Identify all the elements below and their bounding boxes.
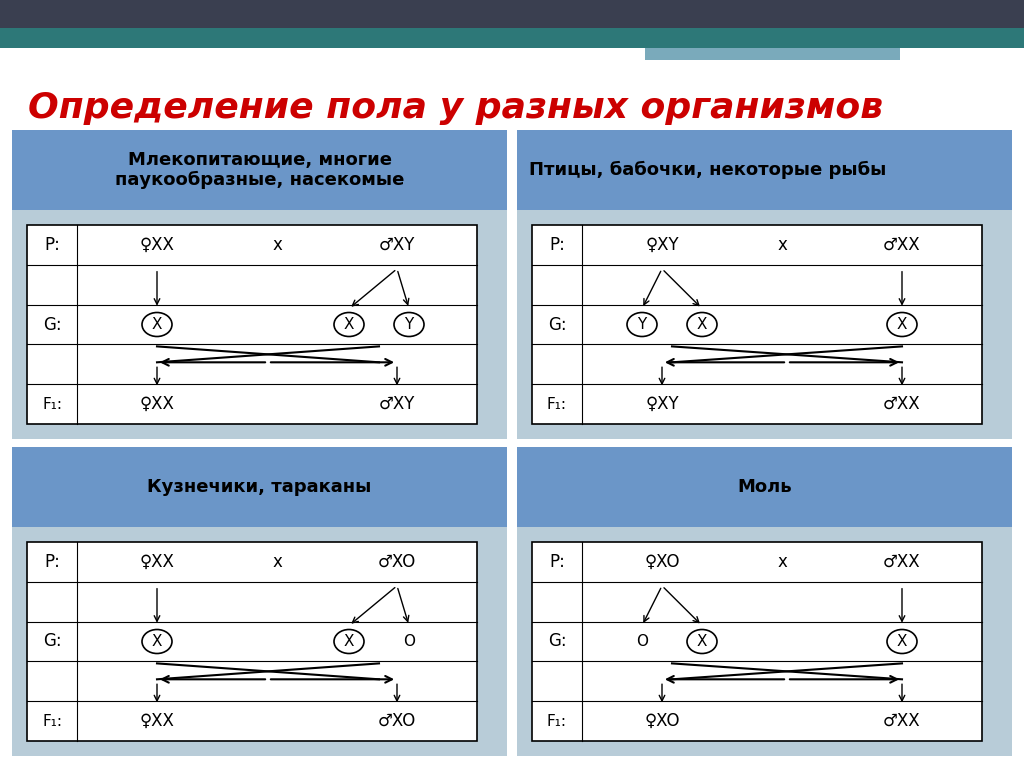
Text: ♂XX: ♂XX <box>883 712 921 730</box>
Text: F₁:: F₁: <box>42 713 62 729</box>
Text: x: x <box>777 553 786 571</box>
Text: G:: G: <box>548 633 566 650</box>
Bar <box>517 447 1012 527</box>
Bar <box>0 28 645 48</box>
Text: ♂XO: ♂XO <box>378 712 416 730</box>
Text: G:: G: <box>43 633 61 650</box>
Text: ♀XX: ♀XX <box>139 712 174 730</box>
Text: ♀XX: ♀XX <box>139 395 174 413</box>
Bar <box>12 210 507 439</box>
Text: ♂XX: ♂XX <box>883 553 921 571</box>
Text: Y: Y <box>637 317 646 332</box>
Text: ♂XX: ♂XX <box>883 395 921 413</box>
Bar <box>12 527 507 756</box>
Text: Птицы, бабочки, некоторые рыбы: Птицы, бабочки, некоторые рыбы <box>529 161 887 179</box>
Text: ♂XX: ♂XX <box>883 236 921 254</box>
Text: X: X <box>152 634 162 649</box>
Ellipse shape <box>394 312 424 337</box>
Text: ♀XX: ♀XX <box>139 236 174 254</box>
Text: F₁:: F₁: <box>547 713 567 729</box>
Text: ♀XY: ♀XY <box>645 395 679 413</box>
Text: P:: P: <box>44 553 60 571</box>
Text: G:: G: <box>43 315 61 334</box>
Text: ♂XY: ♂XY <box>379 395 415 413</box>
Ellipse shape <box>142 312 172 337</box>
Text: G:: G: <box>548 315 566 334</box>
Text: P:: P: <box>44 236 60 254</box>
Ellipse shape <box>334 312 364 337</box>
Text: P:: P: <box>549 553 565 571</box>
Bar <box>0 0 1024 28</box>
Text: F₁:: F₁: <box>42 397 62 412</box>
Text: X: X <box>344 317 354 332</box>
Ellipse shape <box>687 630 717 653</box>
Bar <box>517 210 1012 439</box>
Text: Млекопитающие, многие
паукообразные, насекомые: Млекопитающие, многие паукообразные, нас… <box>115 150 404 189</box>
Bar <box>12 130 507 210</box>
Bar <box>532 542 982 741</box>
Bar <box>645 48 900 60</box>
Text: Определение пола у разных организмов: Определение пола у разных организмов <box>28 91 883 125</box>
Bar <box>27 225 477 424</box>
Text: ♂XO: ♂XO <box>378 553 416 571</box>
Text: P:: P: <box>549 236 565 254</box>
Ellipse shape <box>627 312 657 337</box>
Bar <box>517 130 1012 210</box>
Text: Y: Y <box>404 317 414 332</box>
Text: ♀XO: ♀XO <box>644 553 680 571</box>
Ellipse shape <box>887 312 918 337</box>
Text: Кузнечики, тараканы: Кузнечики, тараканы <box>147 478 372 496</box>
Text: X: X <box>897 634 907 649</box>
Text: x: x <box>272 553 282 571</box>
Text: F₁:: F₁: <box>547 397 567 412</box>
Text: X: X <box>152 317 162 332</box>
Text: X: X <box>696 634 708 649</box>
Bar <box>532 225 982 424</box>
Ellipse shape <box>142 630 172 653</box>
Text: O: O <box>636 634 648 649</box>
Text: x: x <box>272 236 282 254</box>
Text: Моль: Моль <box>737 478 792 496</box>
Text: ♂XY: ♂XY <box>379 236 415 254</box>
Text: ♀XY: ♀XY <box>645 236 679 254</box>
Bar <box>645 28 1024 48</box>
Text: ♀XO: ♀XO <box>644 712 680 730</box>
Ellipse shape <box>334 630 364 653</box>
Text: X: X <box>897 317 907 332</box>
Ellipse shape <box>887 630 918 653</box>
Text: x: x <box>777 236 786 254</box>
Bar <box>517 527 1012 756</box>
Ellipse shape <box>687 312 717 337</box>
Bar <box>12 447 507 527</box>
Text: ♀XX: ♀XX <box>139 553 174 571</box>
Text: X: X <box>344 634 354 649</box>
Text: X: X <box>696 317 708 332</box>
Bar <box>27 542 477 741</box>
Text: O: O <box>403 634 415 649</box>
